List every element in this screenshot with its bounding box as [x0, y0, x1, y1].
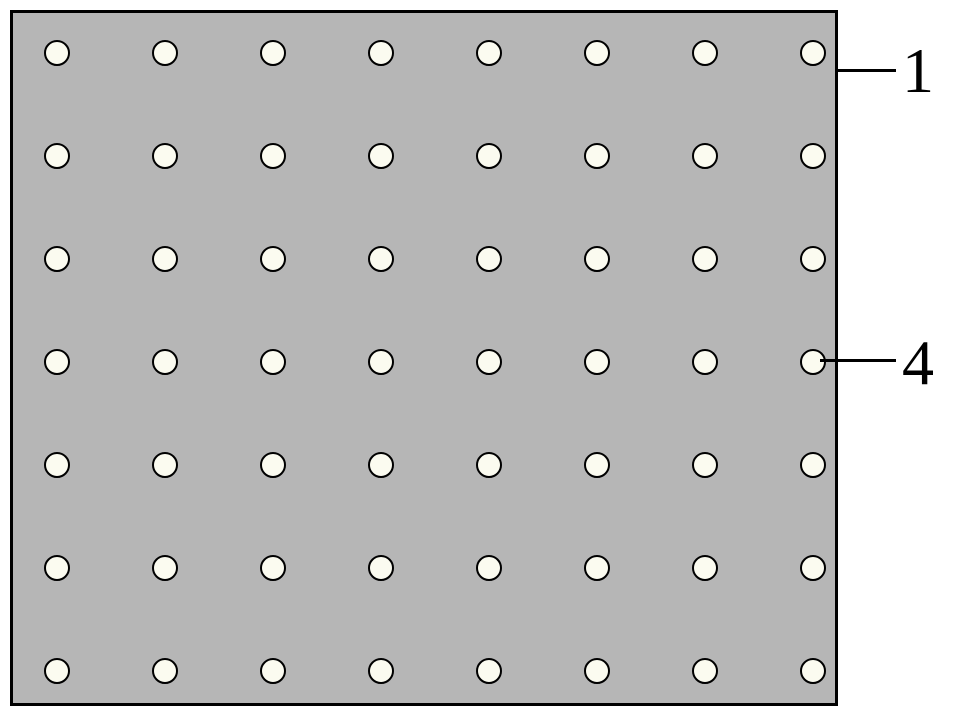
hole: [152, 555, 178, 581]
hole: [152, 452, 178, 478]
hole: [800, 555, 826, 581]
hole: [44, 246, 70, 272]
hole: [800, 246, 826, 272]
hole: [692, 658, 718, 684]
hole: [476, 555, 502, 581]
hole: [260, 452, 286, 478]
hole: [44, 349, 70, 375]
hole: [368, 143, 394, 169]
hole: [152, 246, 178, 272]
hole: [44, 40, 70, 66]
hole: [584, 349, 610, 375]
hole: [368, 40, 394, 66]
hole: [260, 658, 286, 684]
hole: [476, 349, 502, 375]
hole: [584, 143, 610, 169]
hole: [260, 555, 286, 581]
hole: [800, 143, 826, 169]
hole: [368, 658, 394, 684]
hole: [260, 40, 286, 66]
hole: [476, 658, 502, 684]
hole: [800, 452, 826, 478]
hole: [692, 452, 718, 478]
hole: [152, 40, 178, 66]
hole: [584, 40, 610, 66]
reference-label-4: 4: [902, 326, 934, 400]
hole: [44, 658, 70, 684]
hole: [260, 143, 286, 169]
hole: [584, 658, 610, 684]
hole: [476, 143, 502, 169]
hole: [800, 40, 826, 66]
hole: [692, 555, 718, 581]
hole: [368, 555, 394, 581]
hole: [260, 349, 286, 375]
leader-line: [838, 69, 896, 72]
hole: [584, 246, 610, 272]
hole: [368, 452, 394, 478]
hole: [152, 658, 178, 684]
hole: [584, 452, 610, 478]
hole: [692, 40, 718, 66]
hole: [476, 40, 502, 66]
leader-line: [820, 359, 896, 362]
hole: [476, 452, 502, 478]
hole: [152, 349, 178, 375]
reference-label-1: 1: [902, 34, 934, 108]
hole: [476, 246, 502, 272]
hole: [800, 349, 826, 375]
hole: [44, 452, 70, 478]
hole: [368, 246, 394, 272]
hole: [692, 143, 718, 169]
hole: [44, 143, 70, 169]
hole: [692, 246, 718, 272]
hole: [368, 349, 394, 375]
hole: [260, 246, 286, 272]
hole: [584, 555, 610, 581]
perforated-panel-diagram: 14: [0, 0, 956, 714]
hole: [44, 555, 70, 581]
hole: [692, 349, 718, 375]
hole: [152, 143, 178, 169]
hole: [800, 658, 826, 684]
